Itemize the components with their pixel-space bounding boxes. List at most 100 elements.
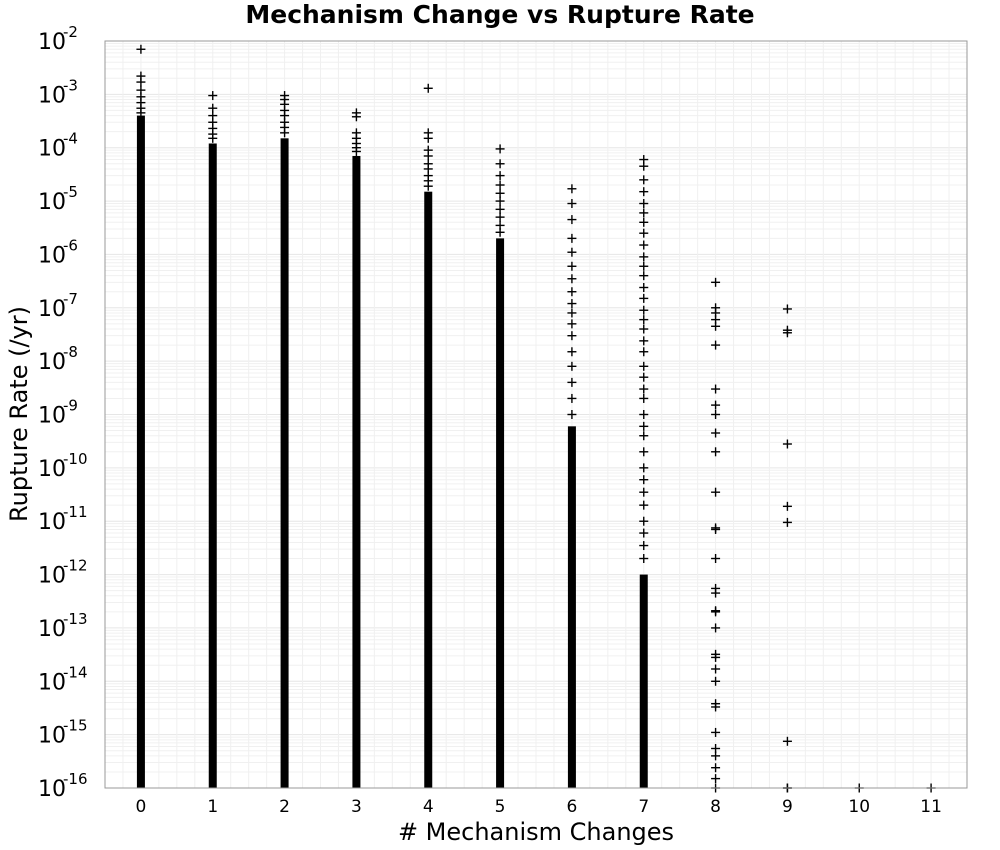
y-tick-label: 10-11 bbox=[38, 503, 88, 535]
y-tick-base: 10 bbox=[38, 564, 66, 589]
y-tick-label: 10-15 bbox=[38, 717, 88, 749]
y-tick-label: 10-3 bbox=[38, 76, 78, 108]
y-tick-base: 10 bbox=[38, 350, 66, 375]
data-point bbox=[782, 439, 792, 449]
y-tick-exponent: -7 bbox=[63, 290, 78, 308]
data-point bbox=[639, 384, 649, 394]
data-point bbox=[639, 161, 649, 171]
data-point bbox=[567, 199, 577, 209]
y-tick-base: 10 bbox=[38, 137, 66, 162]
data-point bbox=[639, 217, 649, 227]
dense-point-cluster bbox=[136, 115, 145, 788]
data-point bbox=[711, 400, 721, 410]
data-point bbox=[711, 763, 721, 773]
y-tick-exponent: -2 bbox=[63, 23, 78, 41]
data-point bbox=[639, 554, 649, 564]
data-point bbox=[280, 128, 290, 138]
data-point bbox=[639, 516, 649, 526]
data-point bbox=[711, 321, 721, 331]
y-tick-exponent: -11 bbox=[63, 503, 88, 521]
x-tick-label: 4 bbox=[423, 797, 434, 817]
data-point bbox=[567, 247, 577, 257]
data-point bbox=[711, 702, 721, 712]
data-point bbox=[567, 215, 577, 225]
y-tick-base: 10 bbox=[38, 617, 66, 642]
dense-point-cluster bbox=[280, 138, 289, 789]
data-point bbox=[208, 91, 218, 101]
dense-point-cluster bbox=[639, 574, 648, 788]
y-tick-base: 10 bbox=[38, 670, 66, 695]
y-tick-label: 10-7 bbox=[38, 290, 78, 322]
data-point bbox=[351, 112, 361, 122]
y-tick-exponent: -6 bbox=[63, 236, 78, 254]
chart-title: Mechanism Change vs Rupture Rate bbox=[245, 0, 754, 29]
y-tick-exponent: -12 bbox=[63, 557, 88, 575]
data-point bbox=[639, 305, 649, 315]
data-point bbox=[711, 623, 721, 633]
y-tick-base: 10 bbox=[38, 243, 66, 268]
data-point bbox=[711, 447, 721, 457]
y-tick-label: 10-10 bbox=[38, 450, 88, 482]
data-point bbox=[782, 328, 792, 338]
data-point bbox=[639, 447, 649, 457]
x-axis-ticks: 0 1 2 3 4 5 6 7 8 9 10 11 bbox=[136, 797, 942, 817]
x-tick-label: 11 bbox=[920, 797, 942, 817]
y-tick-base: 10 bbox=[38, 30, 66, 55]
x-tick-label: 7 bbox=[638, 797, 649, 817]
y-tick-label: 10-9 bbox=[38, 397, 78, 429]
data-point bbox=[495, 196, 505, 206]
data-points bbox=[136, 44, 936, 793]
data-point bbox=[639, 261, 649, 271]
data-point bbox=[567, 331, 577, 341]
data-point bbox=[567, 261, 577, 271]
y-tick-base: 10 bbox=[38, 404, 66, 429]
y-tick-label: 10-6 bbox=[38, 236, 78, 268]
data-point bbox=[495, 159, 505, 169]
x-tick-label: 5 bbox=[495, 797, 506, 817]
data-point bbox=[639, 324, 649, 334]
dense-point-cluster bbox=[424, 191, 433, 788]
data-point bbox=[639, 240, 649, 250]
data-point bbox=[495, 180, 505, 190]
plot-area bbox=[104, 40, 968, 789]
y-tick-exponent: -5 bbox=[63, 183, 78, 201]
data-point bbox=[782, 501, 792, 511]
data-point bbox=[495, 171, 505, 181]
data-point bbox=[639, 463, 649, 473]
data-point bbox=[711, 588, 721, 598]
data-point bbox=[711, 487, 721, 497]
y-tick-base: 10 bbox=[38, 777, 66, 802]
y-tick-label: 10-8 bbox=[38, 343, 78, 375]
data-point bbox=[639, 228, 649, 238]
data-point bbox=[136, 108, 146, 118]
data-point bbox=[639, 421, 649, 431]
y-tick-exponent: -14 bbox=[63, 663, 88, 681]
dense-point-cluster bbox=[352, 155, 361, 788]
x-tick-label: 3 bbox=[351, 797, 362, 817]
data-point bbox=[639, 187, 649, 197]
x-tick-label: 9 bbox=[782, 797, 793, 817]
data-point bbox=[639, 175, 649, 185]
data-point bbox=[711, 524, 721, 534]
data-point bbox=[423, 151, 433, 161]
data-point bbox=[711, 774, 721, 784]
data-point bbox=[495, 204, 505, 214]
data-point bbox=[639, 431, 649, 441]
y-tick-base: 10 bbox=[38, 510, 66, 535]
data-point bbox=[567, 410, 577, 419]
data-point bbox=[639, 528, 649, 538]
data-point bbox=[711, 384, 721, 394]
data-point bbox=[567, 274, 577, 284]
y-tick-exponent: -8 bbox=[63, 343, 78, 361]
x-tick-label: 8 bbox=[710, 797, 721, 817]
data-point bbox=[495, 212, 505, 222]
data-point bbox=[639, 315, 649, 325]
data-point bbox=[639, 252, 649, 262]
data-point bbox=[136, 44, 146, 54]
dense-point-cluster bbox=[567, 426, 576, 788]
data-point bbox=[711, 652, 721, 662]
data-point bbox=[567, 377, 577, 387]
data-point bbox=[639, 208, 649, 218]
data-point bbox=[639, 410, 649, 419]
